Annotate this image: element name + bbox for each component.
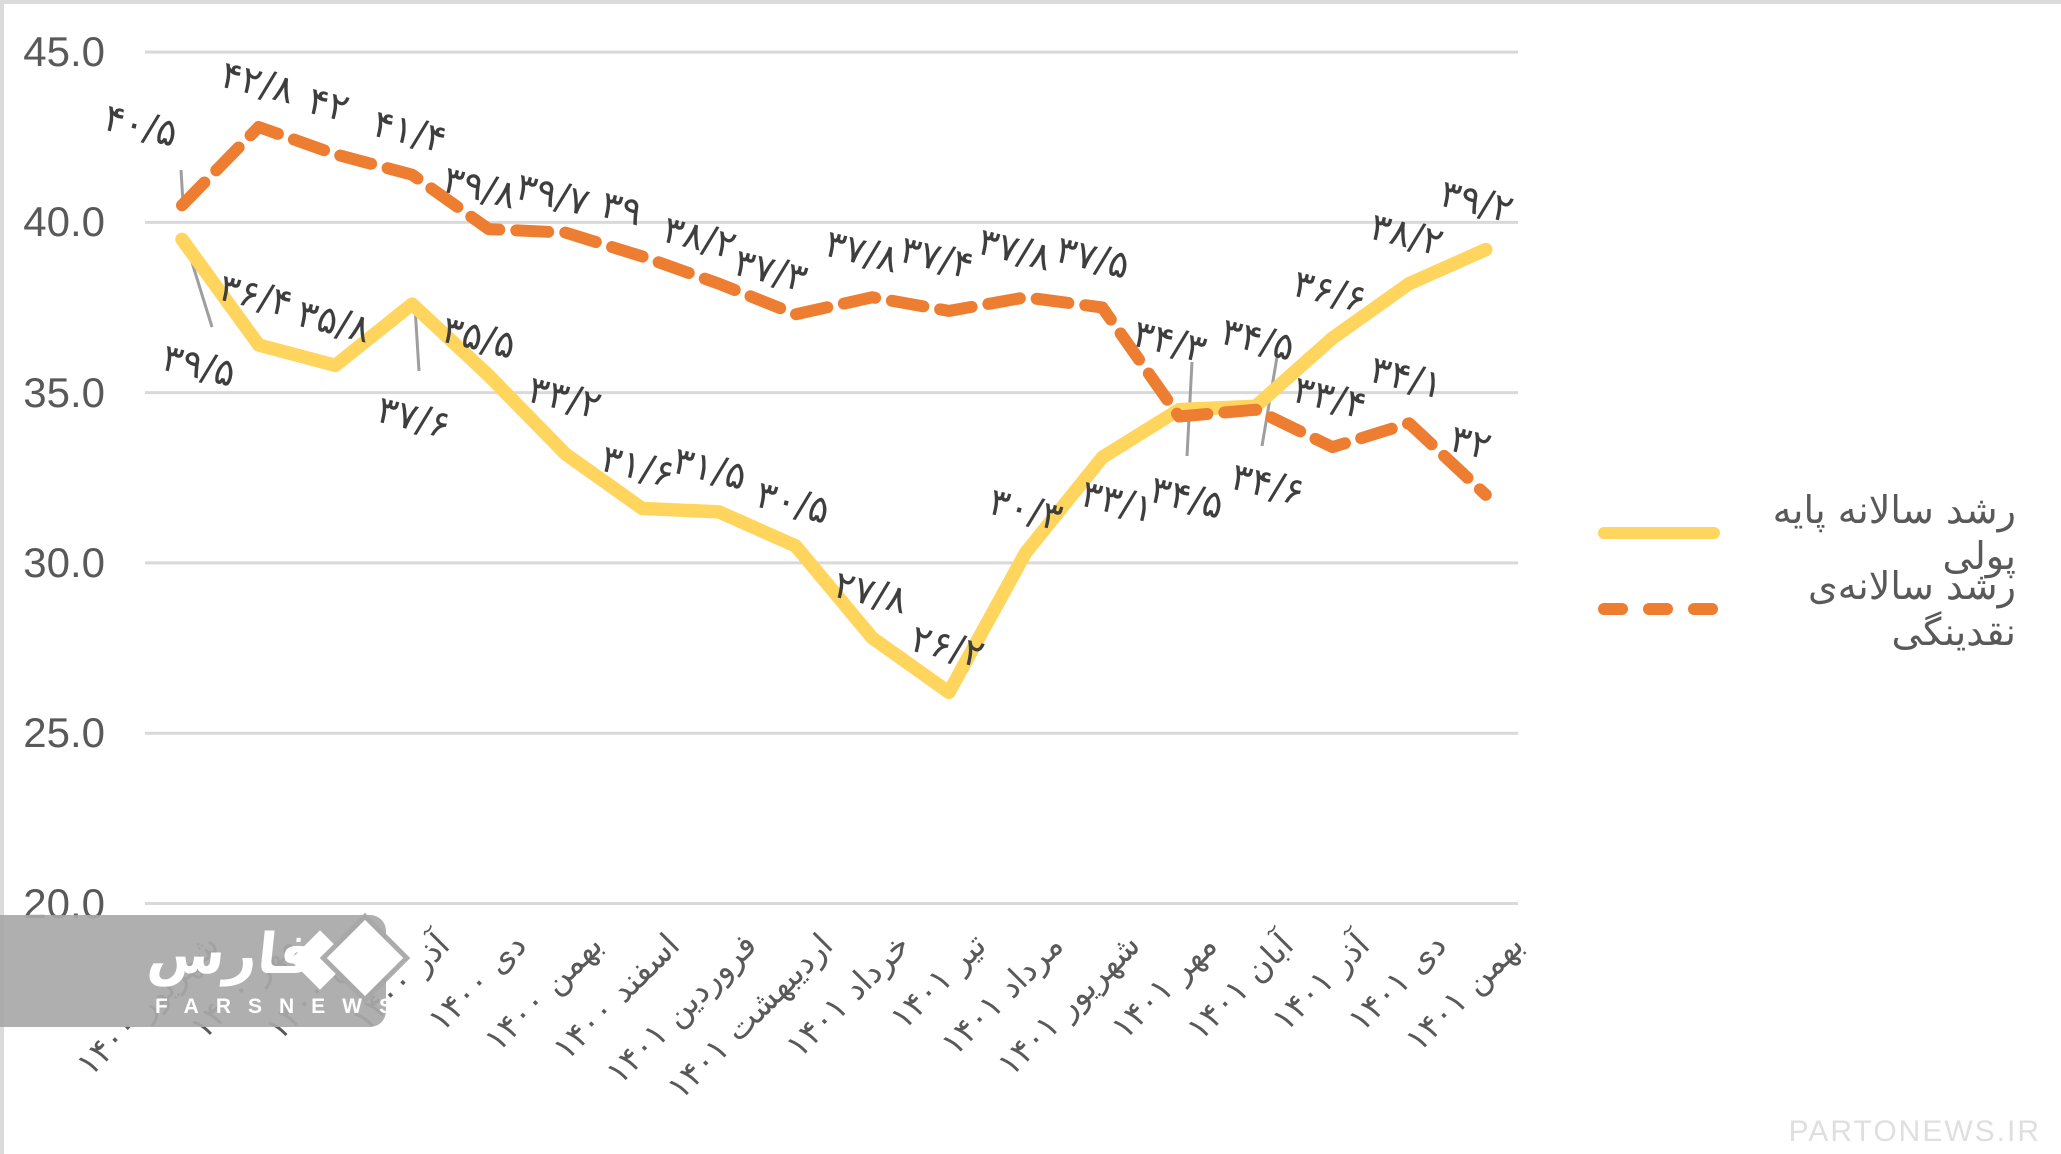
monetary-base-line: [175, 232, 1493, 700]
farsnews-latin-text: FARSNEWS: [155, 995, 411, 1018]
solid-line-swatch-icon: [1598, 527, 1720, 539]
legend-label-monetary-base: رشد سالانه پایه پولی: [1772, 488, 2016, 578]
legend: رشد سالانه پایه پولی رشد سالانه‌ی نقدینگ…: [1598, 488, 2038, 656]
liquidity-line: [176, 121, 1492, 501]
partonews-watermark: PARTONEWS.IR: [1788, 1115, 2041, 1148]
legend-item-liquidity: رشد سالانه‌ی نقدینگی: [1598, 564, 2038, 654]
farsnews-watermark: فارس FARSNEWS: [0, 915, 404, 1027]
label-leader-line: [413, 306, 421, 372]
legend-label-liquidity: رشد سالانه‌ی نقدینگی: [1808, 564, 2016, 654]
farsnews-logo-text: فارس: [144, 922, 319, 987]
legend-item-monetary-base: رشد سالانه پایه پولی: [1598, 488, 2038, 578]
dashed-line-swatch-icon: [1598, 603, 1720, 615]
